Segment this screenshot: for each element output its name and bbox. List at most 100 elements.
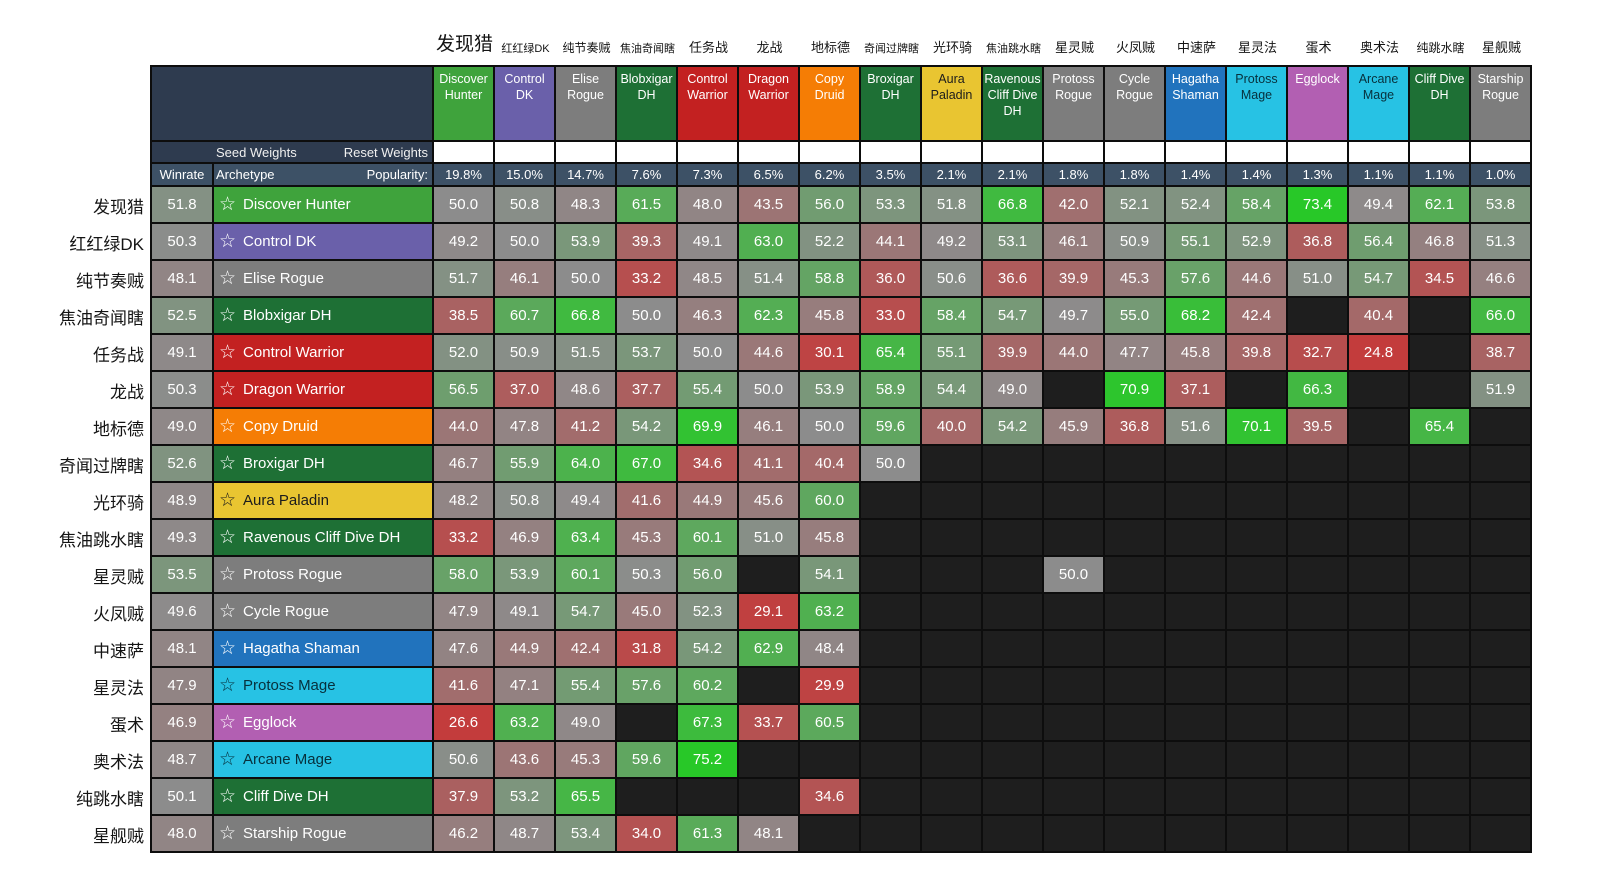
- popularity-cell: 1.1%: [1410, 164, 1469, 185]
- column-header: Arcane Mage: [1349, 67, 1408, 140]
- empty-cell: [1105, 557, 1164, 592]
- matchup-cell: 52.0: [434, 335, 493, 370]
- matchup-cell: 49.0: [556, 705, 615, 740]
- weight-input[interactable]: [617, 142, 676, 162]
- weight-input[interactable]: [1044, 142, 1103, 162]
- matchup-cell: 47.8: [495, 409, 554, 444]
- empty-cell: [1349, 631, 1408, 666]
- empty-cell: [1105, 446, 1164, 481]
- empty-cell: [1227, 816, 1286, 851]
- matchup-cell: 45.8: [800, 298, 859, 333]
- matchup-cell: 48.1: [739, 816, 798, 851]
- popularity-cell: 2.1%: [922, 164, 981, 185]
- empty-cell: [1288, 594, 1347, 629]
- matchup-cell: 73.4: [1288, 187, 1347, 222]
- matchup-cell: 37.7: [617, 372, 676, 407]
- matchup-cell: 60.2: [678, 668, 737, 703]
- weight-input[interactable]: [678, 142, 737, 162]
- matchup-cell: 44.1: [861, 224, 920, 259]
- weight-input[interactable]: [1349, 142, 1408, 162]
- empty-cell: [983, 557, 1042, 592]
- matchup-cell: 41.2: [556, 409, 615, 444]
- matchup-cell: 51.6: [1166, 409, 1225, 444]
- matchup-cell: 53.9: [495, 557, 554, 592]
- matchup-cell: 33.7: [739, 705, 798, 740]
- matchup-cell: 48.7: [495, 816, 554, 851]
- empty-cell: [1166, 705, 1225, 740]
- empty-cell: [922, 483, 981, 518]
- matchup-cell: 50.8: [495, 187, 554, 222]
- weight-input[interactable]: [983, 142, 1042, 162]
- weight-input[interactable]: [800, 142, 859, 162]
- matchup-cell: 58.0: [434, 557, 493, 592]
- matchup-cell: 48.0: [678, 187, 737, 222]
- column-header: Aura Paladin: [922, 67, 981, 140]
- matchup-cell: 44.9: [495, 631, 554, 666]
- matchup-cell: 70.9: [1105, 372, 1164, 407]
- column-label-cn: 蛋术: [1305, 40, 1332, 55]
- empty-cell: [1410, 705, 1469, 740]
- column-label-cn: 红红绿DK: [501, 43, 550, 55]
- empty-cell: [1410, 335, 1469, 370]
- winrate-cell: 50.3: [152, 224, 212, 259]
- empty-cell: [983, 779, 1042, 814]
- column-label-cn: 星灵法: [1237, 40, 1277, 55]
- star-icon: ☆: [219, 712, 237, 733]
- matchup-cell: 46.3: [678, 298, 737, 333]
- matchup-cell: 67.0: [617, 446, 676, 481]
- matchup-cell: 63.2: [800, 594, 859, 629]
- matchup-cell: 45.3: [1105, 261, 1164, 296]
- empty-cell: [1349, 409, 1408, 444]
- weight-input[interactable]: [739, 142, 798, 162]
- winrate-cell: 50.1: [152, 779, 212, 814]
- row-label-cn: 焦油跳水瞎: [59, 531, 144, 550]
- empty-cell: [739, 557, 798, 592]
- weight-input[interactable]: [1471, 142, 1530, 162]
- empty-cell: [800, 816, 859, 851]
- empty-cell: [1227, 557, 1286, 592]
- column-label-cn: 纯节奏贼: [562, 41, 611, 55]
- matchup-cell: 49.4: [556, 483, 615, 518]
- archetype-name: Starship Rogue: [243, 825, 347, 842]
- empty-cell: [983, 483, 1042, 518]
- weight-input[interactable]: [495, 142, 554, 162]
- row-label-cn: 纯节奏贼: [76, 272, 144, 291]
- matchup-cell: 40.4: [800, 446, 859, 481]
- weight-input[interactable]: [1410, 142, 1469, 162]
- weight-input[interactable]: [556, 142, 615, 162]
- matchup-cell: 54.7: [556, 594, 615, 629]
- weight-input[interactable]: [1166, 142, 1225, 162]
- reset-weights-button[interactable]: Reset Weights: [343, 144, 428, 160]
- matchup-cell: 70.1: [1227, 409, 1286, 444]
- row-label-cn: 红红绿DK: [69, 235, 144, 254]
- empty-cell: [1410, 631, 1469, 666]
- empty-cell: [861, 779, 920, 814]
- matchup-cell: 51.7: [434, 261, 493, 296]
- weight-input[interactable]: [1105, 142, 1164, 162]
- empty-cell: [983, 816, 1042, 851]
- matchup-cell: 57.6: [617, 668, 676, 703]
- matchup-cell: 50.0: [678, 335, 737, 370]
- matchup-cell: 30.1: [800, 335, 859, 370]
- empty-cell: [1349, 742, 1408, 777]
- matchup-cell: 26.6: [434, 705, 493, 740]
- weight-input[interactable]: [434, 142, 493, 162]
- popularity-cell: 1.8%: [1105, 164, 1164, 185]
- matchup-cell: 53.9: [556, 224, 615, 259]
- matchup-cell: 44.6: [739, 335, 798, 370]
- matchup-cell: 32.7: [1288, 335, 1347, 370]
- matchup-cell: 68.2: [1166, 298, 1225, 333]
- empty-cell: [922, 557, 981, 592]
- weight-input[interactable]: [861, 142, 920, 162]
- column-label-cn: 焦油跳水瞎: [986, 43, 1041, 55]
- empty-cell: [1105, 594, 1164, 629]
- weight-input[interactable]: [922, 142, 981, 162]
- empty-cell: [983, 520, 1042, 555]
- empty-cell: [1044, 372, 1103, 407]
- weight-input[interactable]: [1288, 142, 1347, 162]
- matchup-cell: 50.6: [434, 742, 493, 777]
- empty-cell: [1227, 779, 1286, 814]
- winrate-cell: 52.5: [152, 298, 212, 333]
- archetype-cell: ☆ Dragon Warrior: [214, 372, 432, 407]
- weight-input[interactable]: [1227, 142, 1286, 162]
